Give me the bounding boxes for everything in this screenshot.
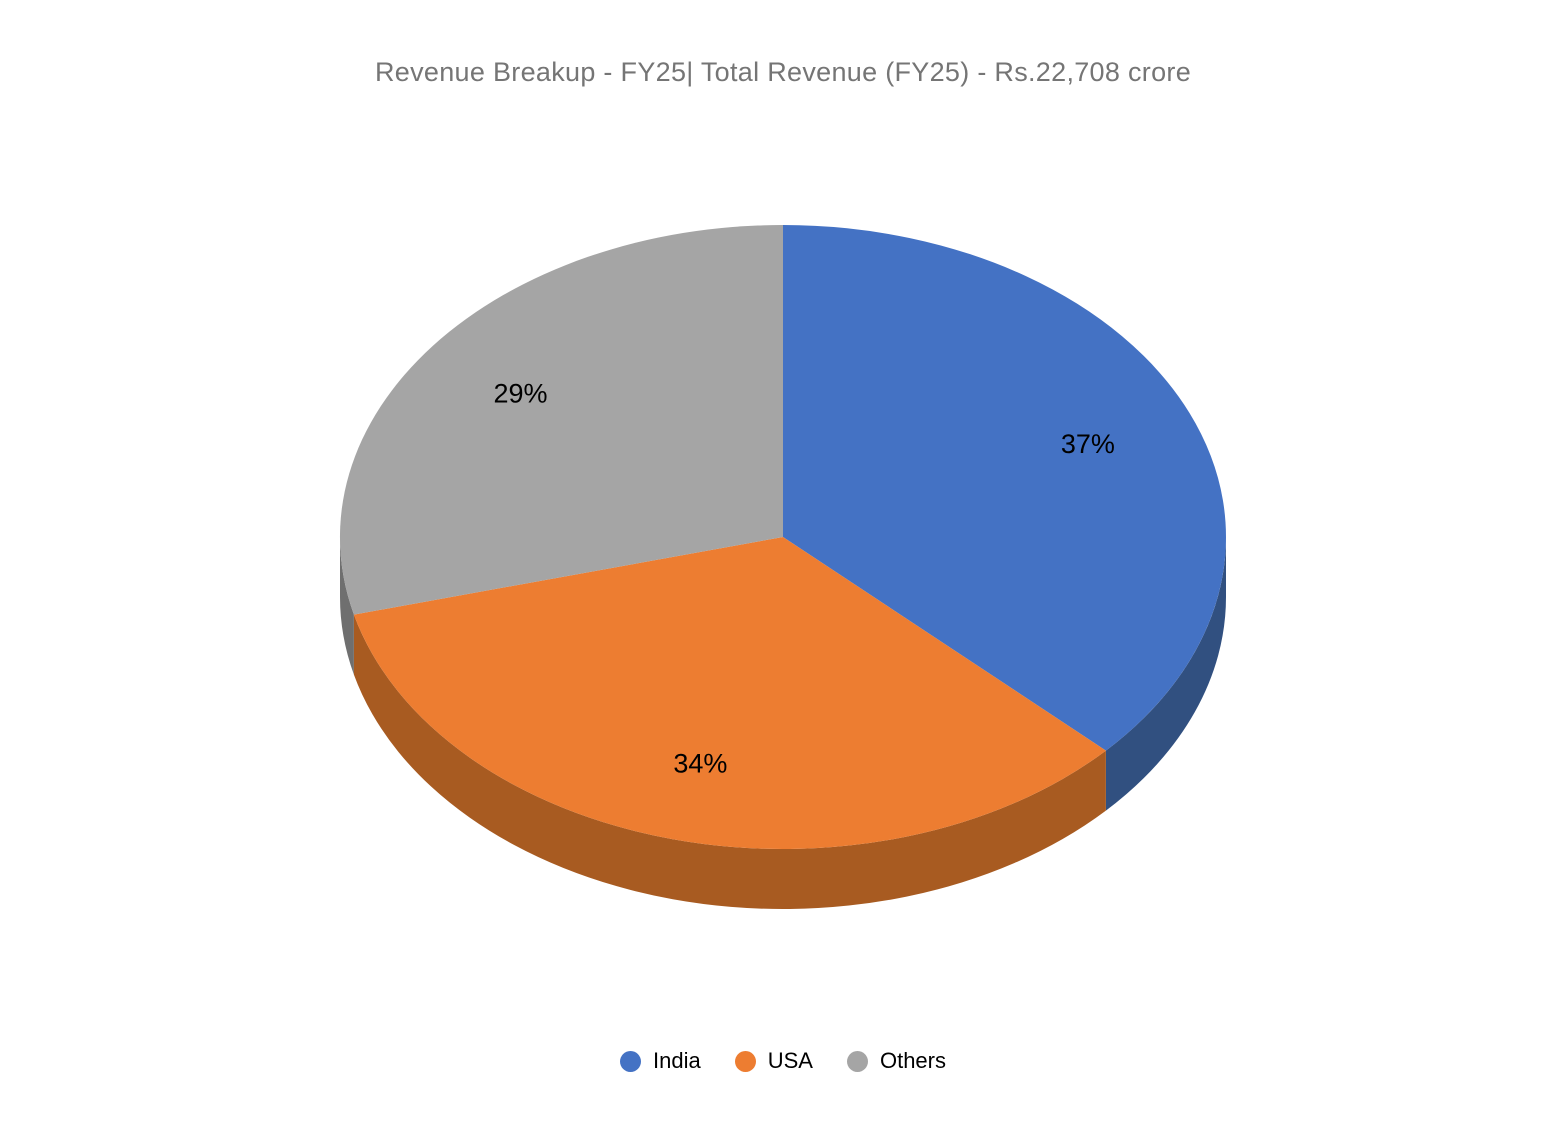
- legend-marker-usa-icon: [734, 1050, 756, 1072]
- pie-slice-others: [339, 225, 783, 615]
- pie-slice-usa: [353, 537, 1106, 850]
- pie-side-others: [339, 537, 354, 675]
- legend-item-india: India: [620, 1050, 701, 1072]
- legend-item-others: Others: [846, 1048, 946, 1073]
- data-label-india: 37%: [1061, 429, 1115, 459]
- chart-legend: India USA Others: [0, 1050, 1566, 1072]
- legend-item-usa: USA: [734, 1048, 813, 1073]
- legend-label-india: India: [653, 1048, 701, 1073]
- pie-side-india: [1105, 537, 1226, 811]
- legend-marker-others-icon: [846, 1050, 868, 1072]
- data-label-others: 29%: [493, 379, 547, 409]
- legend-label-others: Others: [879, 1048, 946, 1073]
- pie-side-usa: [353, 614, 1106, 910]
- chart-title: Revenue Breakup - FY25| Total Revenue (F…: [374, 57, 1192, 87]
- data-label-usa: 34%: [673, 749, 727, 779]
- legend-marker-india-icon: [620, 1050, 641, 1072]
- pie-slice-india: [783, 225, 1226, 751]
- legend-label-usa: USA: [767, 1048, 813, 1073]
